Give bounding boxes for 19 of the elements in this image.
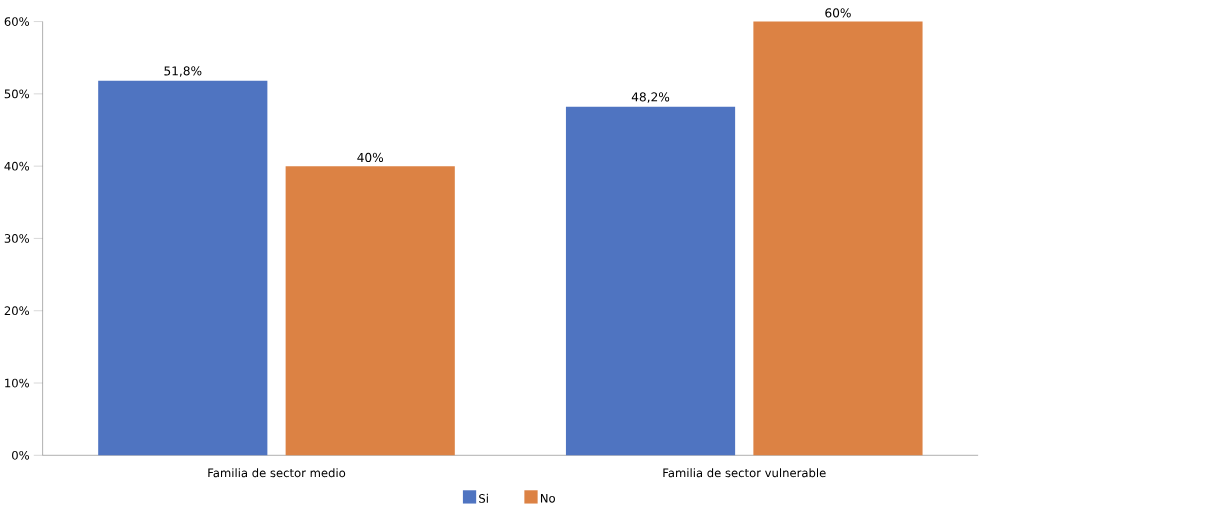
- y-tick-label: 30%: [4, 233, 30, 243]
- bar: [285, 166, 455, 456]
- data-label: 48,2%: [631, 92, 670, 103]
- x-tick-label: Familia de sector medio: [208, 468, 346, 478]
- y-tick-label: 0%: [12, 450, 30, 460]
- y-tick-label: 60%: [4, 17, 30, 26]
- y-tick-label: 50%: [4, 89, 30, 99]
- bar: [98, 80, 268, 456]
- legend-label: Si: [479, 493, 488, 503]
- y-tick-label: 40%: [4, 161, 30, 171]
- data-label: 60%: [825, 8, 851, 18]
- y-tick-label: 10%: [5, 378, 30, 388]
- data-label: 40%: [357, 152, 384, 162]
- y-tick-label: 20%: [4, 306, 30, 316]
- x-tick-label: Familia de sector vulnerable: [663, 468, 826, 478]
- data-label: 51,8%: [164, 66, 202, 77]
- legend-label: No: [540, 493, 555, 503]
- bar: [753, 21, 923, 456]
- bar: [565, 106, 736, 456]
